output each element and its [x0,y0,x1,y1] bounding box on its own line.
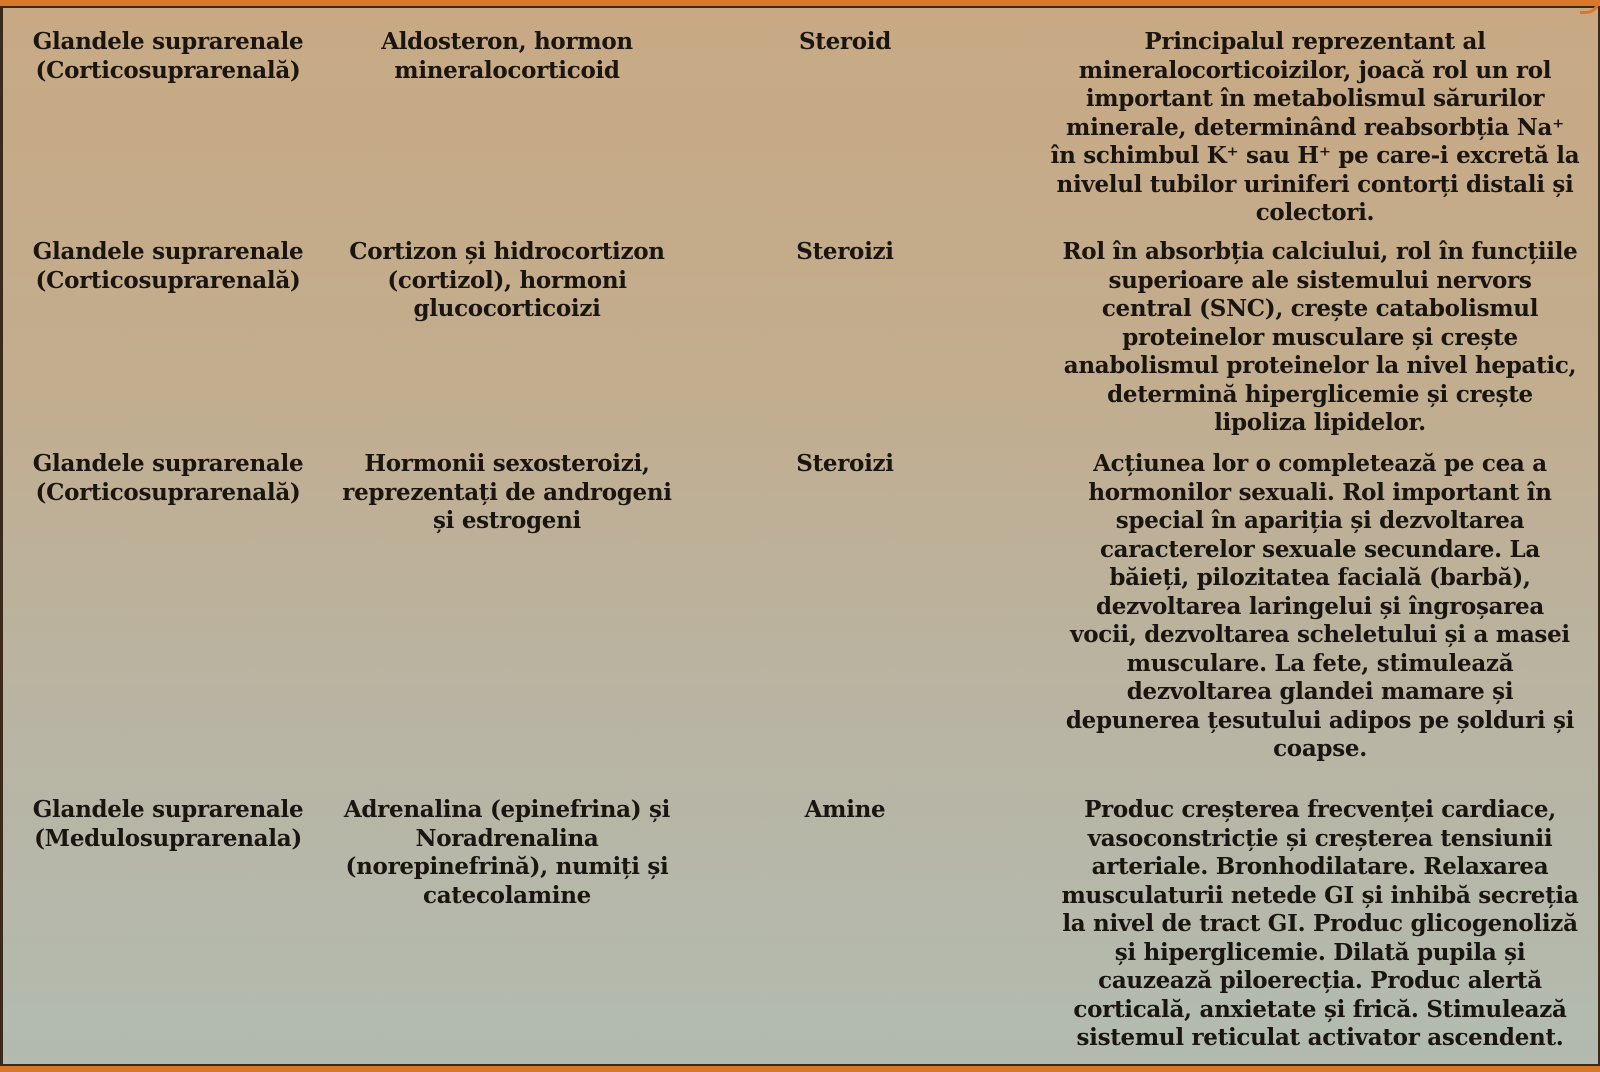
hormone-cell: Cortizon și hidrocortizon (cortizol), ho… [349,238,665,322]
hormone-cell: Adrenalina (epinefrina) și Noradrenalina… [343,796,671,909]
role-cell: Acțiunea lor o completează pe cea a horm… [1065,450,1575,762]
role-cell: Produc creșterea frecvenței cardiace, va… [1061,796,1579,1051]
role-cell: Principalul reprezentant al mineralocort… [1050,28,1580,226]
type-cell: Steroizi [796,238,894,265]
top-border [0,0,1600,14]
gland-cell: Glandele suprarenale (Corticosuprarenală… [32,450,304,506]
gland-cell: Glandele suprarenale (Corticosuprarenală… [32,28,304,84]
role-cell: Rol în absorbția calciului, rol în funcț… [1062,238,1578,436]
gland-cell: Glandele suprarenale (Corticosuprarenală… [32,238,304,294]
type-cell: Steroid [798,28,892,55]
left-border [0,8,3,1064]
right-border [1598,8,1600,1064]
bottom-border [0,1064,1600,1072]
type-cell: Steroizi [796,450,894,477]
gland-cell: Glandele suprarenale (Medulosuprarenala) [32,796,304,852]
hormone-cell: Aldosteron, hormon mineralocorticoid [381,28,633,84]
hormone-cell: Hormonii sexosteroizi, reprezentați de a… [342,450,672,534]
type-cell: Amine [804,796,886,823]
